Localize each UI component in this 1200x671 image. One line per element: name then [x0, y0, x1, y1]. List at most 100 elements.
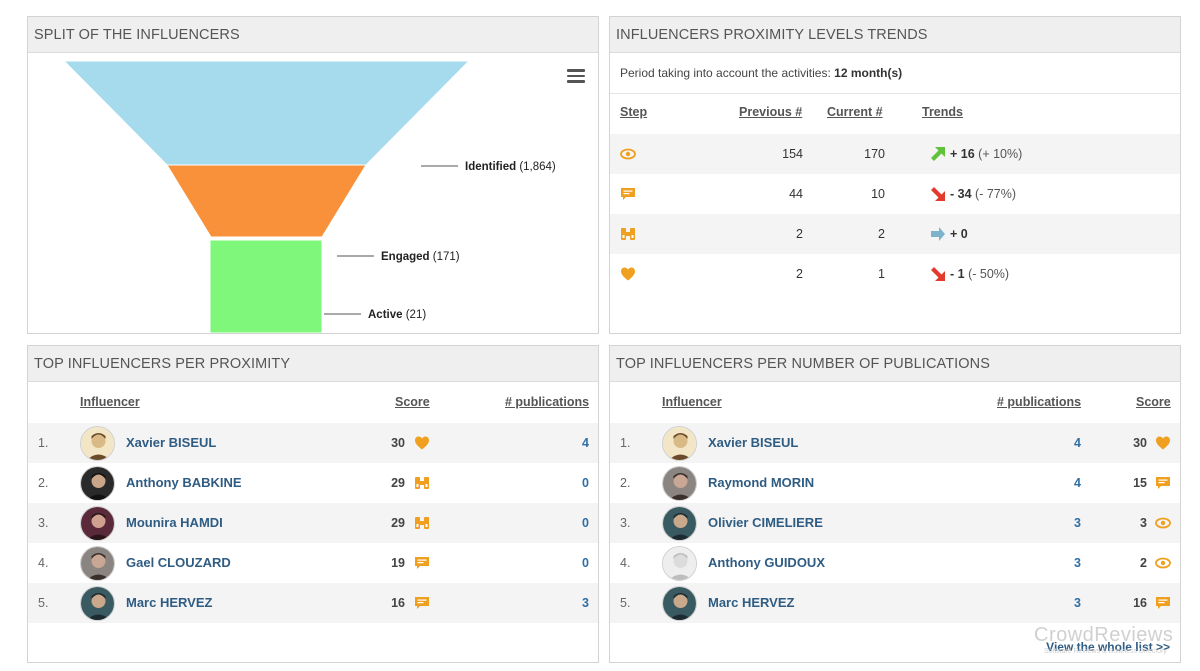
- publications-count-link[interactable]: 0: [582, 556, 589, 570]
- influencer-name-link[interactable]: Anthony BABKINE: [126, 475, 242, 490]
- influencer-name-link[interactable]: Anthony GUIDOUX: [708, 555, 825, 570]
- current-count: 10: [871, 187, 885, 201]
- column-header-current[interactable]: Current #: [827, 105, 883, 119]
- trend-value: - 34 (- 77%): [950, 174, 1016, 214]
- eye-icon: [1155, 555, 1171, 571]
- rank: 3.: [38, 516, 49, 530]
- trend-delta: - 1: [950, 267, 965, 281]
- table-row[interactable]: 2. Anthony BABKINE 29 0: [28, 463, 598, 503]
- table-row[interactable]: 5. Marc HERVEZ 16 3: [610, 583, 1180, 623]
- avatar[interactable]: [662, 586, 697, 621]
- column-header-previous[interactable]: Previous #: [739, 105, 803, 119]
- score-value: 3: [1140, 516, 1147, 530]
- funnel-chart: Identified (1,864) Engaged (171) Active (2…: [62, 60, 556, 333]
- funnel-stage-identified[interactable]: [62, 60, 471, 166]
- previous-count: 2: [796, 227, 803, 241]
- table-row[interactable]: 3. Mounira HAMDI 29 0: [28, 503, 598, 543]
- current-count: 2: [878, 227, 885, 241]
- hamburger-icon[interactable]: [567, 69, 585, 83]
- divider: [610, 93, 1180, 94]
- binoculars-icon: [414, 515, 430, 531]
- publications-count-link[interactable]: 3: [582, 596, 589, 610]
- influencer-name-link[interactable]: Marc HERVEZ: [126, 595, 213, 610]
- speech-bubble-icon: [1155, 595, 1171, 611]
- avatar[interactable]: [80, 546, 115, 581]
- speech-bubble-icon: [414, 595, 430, 611]
- influencer-name-link[interactable]: Marc HERVEZ: [708, 595, 795, 610]
- table-row[interactable]: 1. Xavier BISEUL 30 4: [610, 423, 1180, 463]
- influencer-name-link[interactable]: Xavier BISEUL: [126, 435, 217, 450]
- rank: 1.: [38, 436, 49, 450]
- table-row[interactable]: 4. Anthony GUIDOUX 2 3: [610, 543, 1180, 583]
- speech-bubble-icon: [620, 186, 636, 202]
- publications-count-link[interactable]: 0: [582, 516, 589, 530]
- publications-count-link[interactable]: 0: [582, 476, 589, 490]
- avatar[interactable]: [662, 506, 697, 541]
- publications-count-link[interactable]: 4: [1074, 436, 1081, 450]
- funnel-stage-value: (21): [403, 309, 427, 321]
- score-value: 15: [1133, 476, 1147, 490]
- score-value: 19: [391, 556, 405, 570]
- score-value: 30: [1133, 436, 1147, 450]
- column-header-publications[interactable]: # publications: [505, 395, 590, 409]
- watermark-subtext: Software Reviews & Business Directory: [1044, 648, 1167, 655]
- table-row[interactable]: 1. Xavier BISEUL 30 4: [28, 423, 598, 463]
- funnel-stage-engaged[interactable]: [166, 164, 367, 238]
- trend-row: 2 2 + 0: [610, 214, 1180, 254]
- trend-row: 154 170 + 16 (+ 10%): [610, 134, 1180, 174]
- score-value: 2: [1140, 556, 1147, 570]
- publications-count-link[interactable]: 3: [1074, 596, 1081, 610]
- period-label: Period taking into account the activitie…: [620, 66, 831, 80]
- avatar[interactable]: [80, 426, 115, 461]
- influencer-name-link[interactable]: Gael CLOUZARD: [126, 555, 231, 570]
- eye-icon: [620, 146, 636, 162]
- funnel-stage-active[interactable]: [209, 239, 323, 333]
- column-header-score[interactable]: Score: [395, 395, 430, 409]
- proximity-trends-panel: INFLUENCERS PROXIMITY LEVELS TRENDS Peri…: [609, 16, 1181, 334]
- previous-count: 154: [782, 147, 803, 161]
- influencer-name-link[interactable]: Mounira HAMDI: [126, 515, 223, 530]
- period-info: Period taking into account the activitie…: [620, 66, 902, 80]
- column-header-trends[interactable]: Trends: [922, 105, 963, 119]
- trends-panel-title: INFLUENCERS PROXIMITY LEVELS TRENDS: [610, 17, 1180, 53]
- trend-down-arrow-icon: [930, 186, 946, 202]
- table-row[interactable]: 3. Olivier CIMELIERE 3 3: [610, 503, 1180, 543]
- column-header-step[interactable]: Step: [620, 105, 648, 119]
- influencer-name-link[interactable]: Xavier BISEUL: [708, 435, 799, 450]
- score-value: 29: [391, 476, 405, 490]
- funnel-stage-name: Identified: [465, 161, 516, 173]
- table-row[interactable]: 4. Gael CLOUZARD 19 0: [28, 543, 598, 583]
- trend-down-arrow-icon: [930, 266, 946, 282]
- table-row[interactable]: 5. Marc HERVEZ 16 3: [28, 583, 598, 623]
- trend-row: 44 10 - 34 (- 77%): [610, 174, 1180, 214]
- influencer-name-link[interactable]: Raymond MORIN: [708, 475, 815, 490]
- column-header-score[interactable]: Score: [1136, 395, 1171, 409]
- table-row[interactable]: 2. Raymond MORIN 15 4: [610, 463, 1180, 503]
- influencer-name-link[interactable]: Olivier CIMELIERE: [708, 515, 823, 530]
- view-whole-list-link[interactable]: View the whole list >>: [1046, 640, 1170, 654]
- previous-count: 2: [796, 267, 803, 281]
- binoculars-icon: [414, 475, 430, 491]
- publications-count-link[interactable]: 4: [1074, 476, 1081, 490]
- previous-count: 44: [789, 187, 803, 201]
- avatar[interactable]: [80, 466, 115, 501]
- trend-row: 2 1 - 1 (- 50%): [610, 254, 1180, 294]
- column-header-influencer[interactable]: Influencer: [662, 395, 722, 409]
- avatar[interactable]: [662, 546, 697, 581]
- publications-count-link[interactable]: 4: [582, 436, 589, 450]
- rank: 4.: [620, 556, 631, 570]
- rank: 5.: [38, 596, 49, 610]
- period-value: 12 month(s): [834, 66, 903, 80]
- current-count: 170: [864, 147, 885, 161]
- avatar[interactable]: [80, 586, 115, 621]
- avatar[interactable]: [80, 506, 115, 541]
- avatar[interactable]: [662, 426, 697, 461]
- publications-count-link[interactable]: 3: [1074, 516, 1081, 530]
- trend-delta: - 34: [950, 187, 972, 201]
- avatar[interactable]: [662, 466, 697, 501]
- funnel-stage-value: (171): [430, 251, 460, 263]
- column-header-influencer[interactable]: Influencer: [80, 395, 140, 409]
- trend-delta: + 16: [950, 147, 975, 161]
- column-header-publications[interactable]: # publications: [997, 395, 1082, 409]
- publications-count-link[interactable]: 3: [1074, 556, 1081, 570]
